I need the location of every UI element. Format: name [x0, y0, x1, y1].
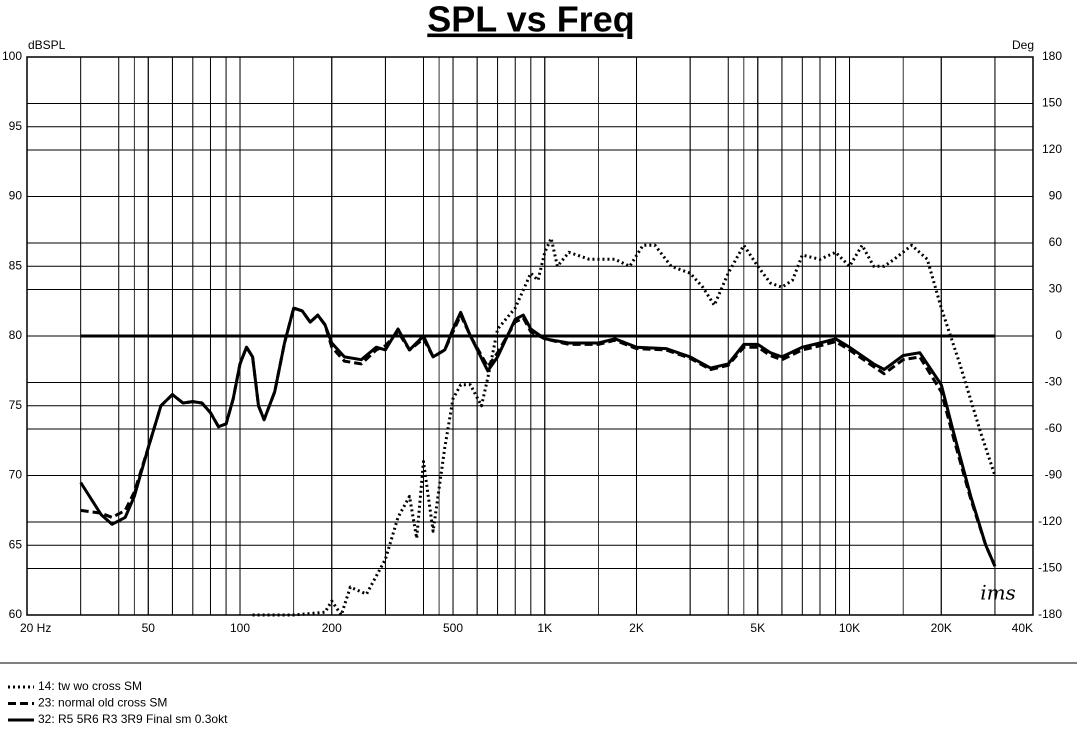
y2-axis-label: Deg: [1012, 38, 1034, 52]
y-tick-label: 70: [9, 468, 23, 482]
y-axis-label: dBSPL: [28, 38, 66, 52]
x-tick-label: 5K: [750, 621, 765, 635]
x-tick-label: 100: [230, 621, 250, 635]
chart-title: SPL vs Freq: [427, 0, 634, 40]
y2-tick-label: 150: [1042, 96, 1062, 110]
y-tick-label: 90: [9, 189, 23, 203]
y2-tick-label: 90: [1049, 189, 1063, 203]
y2-tick-label: -60: [1045, 421, 1063, 435]
y2-tick-label: 30: [1049, 282, 1063, 296]
y2-tick-label: -150: [1038, 561, 1062, 575]
y2-tick-label: 120: [1042, 142, 1062, 156]
series-line: [79, 306, 997, 567]
y-tick-label: 100: [2, 49, 22, 63]
y2-tick-label: 60: [1049, 235, 1063, 249]
legend-label: 23: normal old cross SM: [38, 696, 167, 710]
y2-tick-label: 180: [1042, 49, 1062, 63]
x-tick-label: 20 Hz: [20, 621, 51, 635]
x-tick-label: 40K: [1012, 621, 1033, 635]
y2-tick-label: -120: [1038, 514, 1062, 528]
x-tick-label: 200: [322, 621, 342, 635]
y-tick-label: 95: [9, 119, 23, 133]
y-tick-label: 85: [9, 258, 23, 272]
y-tick-label: 60: [9, 607, 23, 621]
legend-label: 32: R5 5R6 R3 3R9 Final sm 0.3okt: [38, 712, 228, 726]
y-tick-label: 75: [9, 398, 23, 412]
y-tick-label: 80: [9, 328, 23, 342]
x-tick-label: 10K: [839, 621, 860, 635]
x-tick-label: 2K: [629, 621, 644, 635]
x-tick-label: 50: [142, 621, 156, 635]
y2-tick-label: 0: [1055, 328, 1062, 342]
y2-tick-label: -180: [1038, 607, 1062, 621]
x-tick-label: 1K: [537, 621, 552, 635]
legend-label: 14: tw wo cross SM: [38, 679, 142, 693]
annotation: ims: [980, 581, 1016, 605]
y-tick-label: 65: [9, 537, 23, 551]
x-tick-label: 20K: [931, 621, 952, 635]
plot-frame: [26, 56, 1034, 616]
y2-tick-label: -90: [1045, 468, 1063, 482]
x-tick-label: 500: [443, 621, 463, 635]
y2-tick-label: -30: [1045, 375, 1063, 389]
